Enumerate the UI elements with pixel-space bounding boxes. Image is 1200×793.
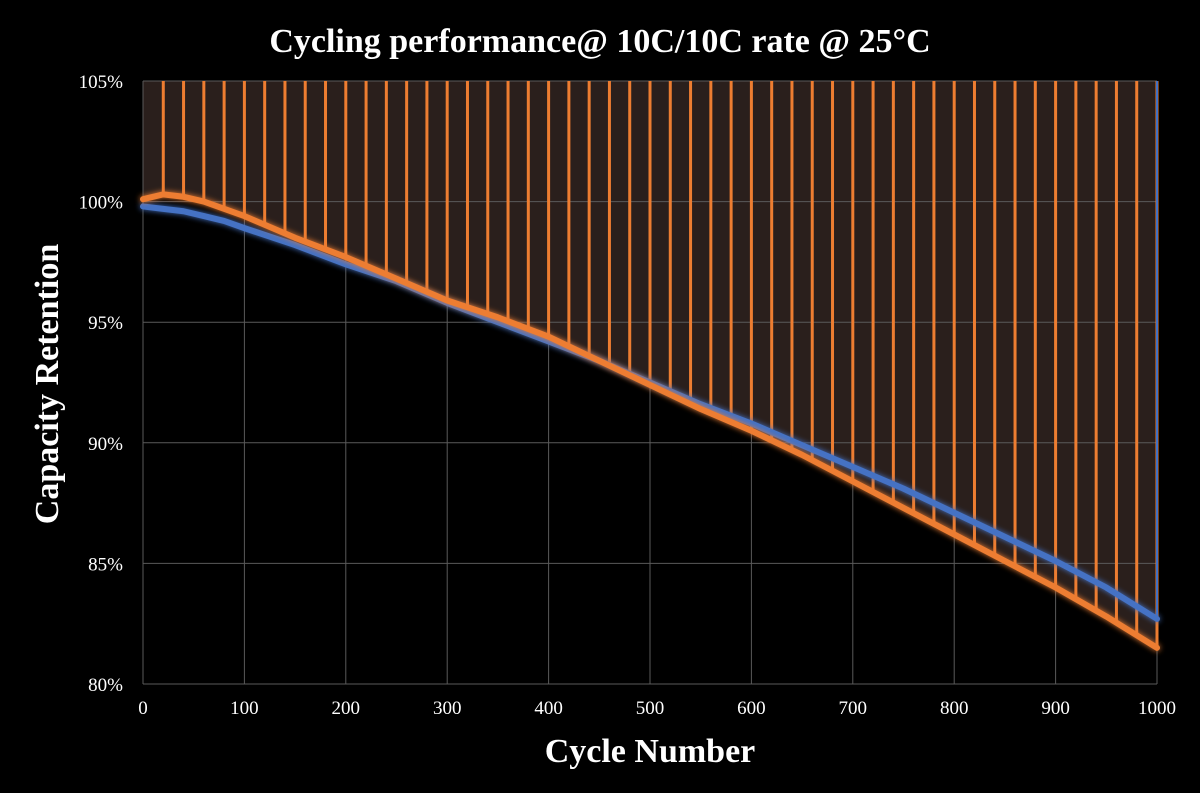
y-tick-label: 85% [88, 554, 123, 575]
x-tick-label: 700 [839, 698, 868, 719]
x-tick-label: 400 [534, 698, 563, 719]
chart-title: Cycling performance@ 10C/10C rate @ 25°C [269, 23, 930, 60]
y-axis-title: Capacity Retention [29, 244, 66, 525]
y-tick-label: 105% [79, 72, 124, 93]
x-tick-labels: 0 100 200 300 400 500 600 700 800 900 1000 [138, 698, 1176, 719]
x-tick-label: 300 [433, 698, 462, 719]
x-tick-label: 600 [737, 698, 766, 719]
y-tick-labels: 80% 85% 90% 95% 100% 105% [79, 72, 124, 696]
y-tick-label: 80% [88, 675, 123, 696]
series-line-orange [140, 191, 1160, 651]
x-tick-label: 1000 [1138, 698, 1176, 719]
y-tick-label: 90% [88, 434, 123, 455]
x-tick-label: 200 [332, 698, 361, 719]
y-tick-label: 100% [79, 193, 124, 214]
series-lines [140, 191, 1160, 651]
x-tick-label: 800 [940, 698, 969, 719]
spike-lines [161, 81, 1159, 648]
x-axis-title: Cycle Number [545, 733, 756, 770]
x-tick-label: 100 [230, 698, 259, 719]
x-tick-label: 900 [1041, 698, 1070, 719]
y-tick-label: 95% [88, 313, 123, 334]
x-tick-label: 0 [138, 698, 148, 719]
x-tick-label: 500 [636, 698, 665, 719]
